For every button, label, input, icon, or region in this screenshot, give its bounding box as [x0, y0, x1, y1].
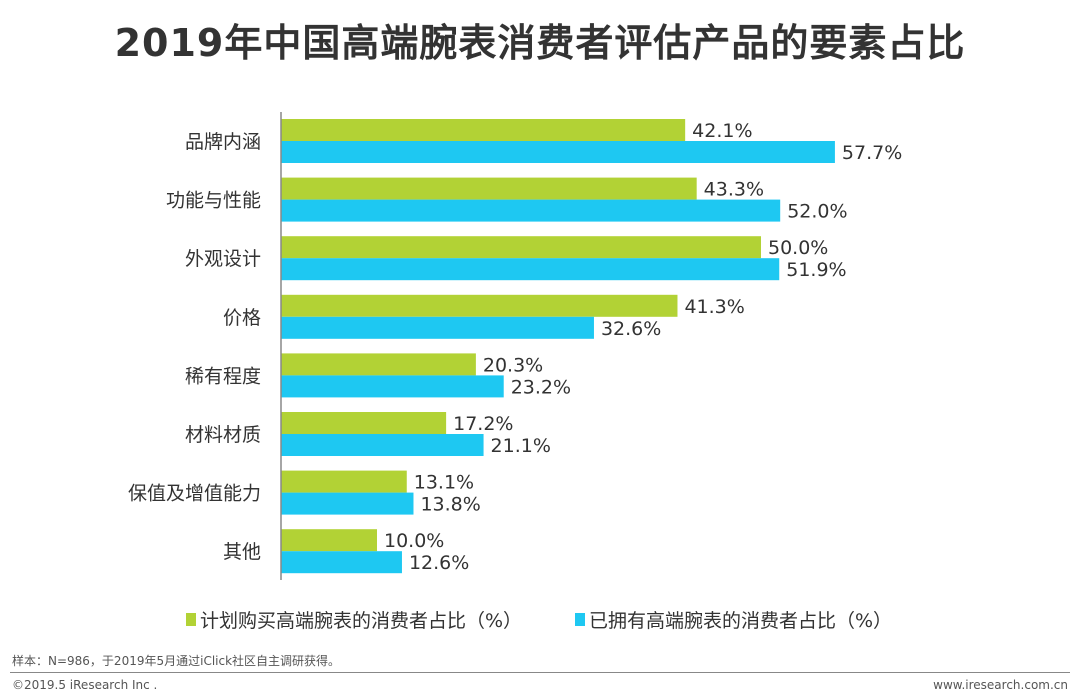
category-label: 材料材质 [185, 424, 261, 446]
legend-swatch-green [186, 613, 196, 626]
bar-planned [281, 412, 447, 434]
data-label: 21.1% [491, 435, 551, 457]
chart-title: 2019年中国高端腕表消费者评估产品的要素占比 [114, 21, 966, 65]
category-label: 稀有程度 [185, 365, 261, 387]
legend-item-planned: 计划购买高端腕表的消费者占比（%） [186, 606, 522, 633]
legend-label: 已拥有高端腕表的消费者占比（%） [589, 610, 893, 632]
bar-planned [281, 119, 686, 141]
category-label: 外观设计 [185, 248, 261, 270]
data-label: 13.8% [420, 494, 480, 516]
bar-owned [281, 141, 835, 163]
data-label: 52.0% [787, 201, 847, 223]
data-label: 50.0% [768, 237, 828, 259]
category-label: 其他 [223, 541, 261, 563]
bar-owned [281, 434, 484, 456]
data-label: 12.6% [409, 552, 469, 574]
data-label: 42.1% [692, 120, 752, 142]
bar-planned [281, 294, 678, 317]
bar-owned [281, 492, 414, 515]
data-label: 41.3% [684, 296, 744, 318]
bar-planned [281, 177, 697, 200]
bar-planned [281, 236, 761, 259]
bar-planned [281, 529, 377, 552]
bar-owned [281, 551, 402, 574]
category-label: 品牌内涵 [185, 131, 261, 153]
legend-swatch-blue [575, 613, 585, 626]
bar-owned [281, 375, 504, 398]
sample-note: 样本：N=986，于2019年5月通过iClick社区自主调研获得。 [12, 654, 341, 668]
data-label: 57.7% [842, 142, 902, 164]
data-label: 17.2% [453, 413, 513, 435]
bar-owned [281, 258, 780, 281]
data-label: 13.1% [414, 472, 474, 494]
data-label: 23.2% [511, 376, 571, 398]
category-label: 保值及增值能力 [128, 483, 261, 505]
data-label: 51.9% [786, 259, 846, 281]
copyright: ©2019.5 iResearch Inc . [12, 678, 158, 692]
data-label: 32.6% [601, 318, 661, 340]
bar-planned [281, 470, 407, 493]
bar-owned [281, 199, 781, 222]
data-label: 20.3% [483, 354, 543, 376]
website-link[interactable]: www.iresearch.com.cn [933, 678, 1068, 692]
data-label: 10.0% [384, 530, 444, 552]
legend-label: 计划购买高端腕表的消费者占比（%） [200, 610, 523, 632]
bar-owned [281, 316, 594, 339]
bar-planned [281, 353, 476, 376]
footer-divider [10, 672, 1070, 673]
data-label: 43.3% [704, 179, 764, 201]
category-label: 功能与性能 [166, 190, 261, 212]
category-label: 价格 [223, 307, 261, 329]
legend-item-owned: 已拥有高端腕表的消费者占比（%） [575, 606, 892, 633]
